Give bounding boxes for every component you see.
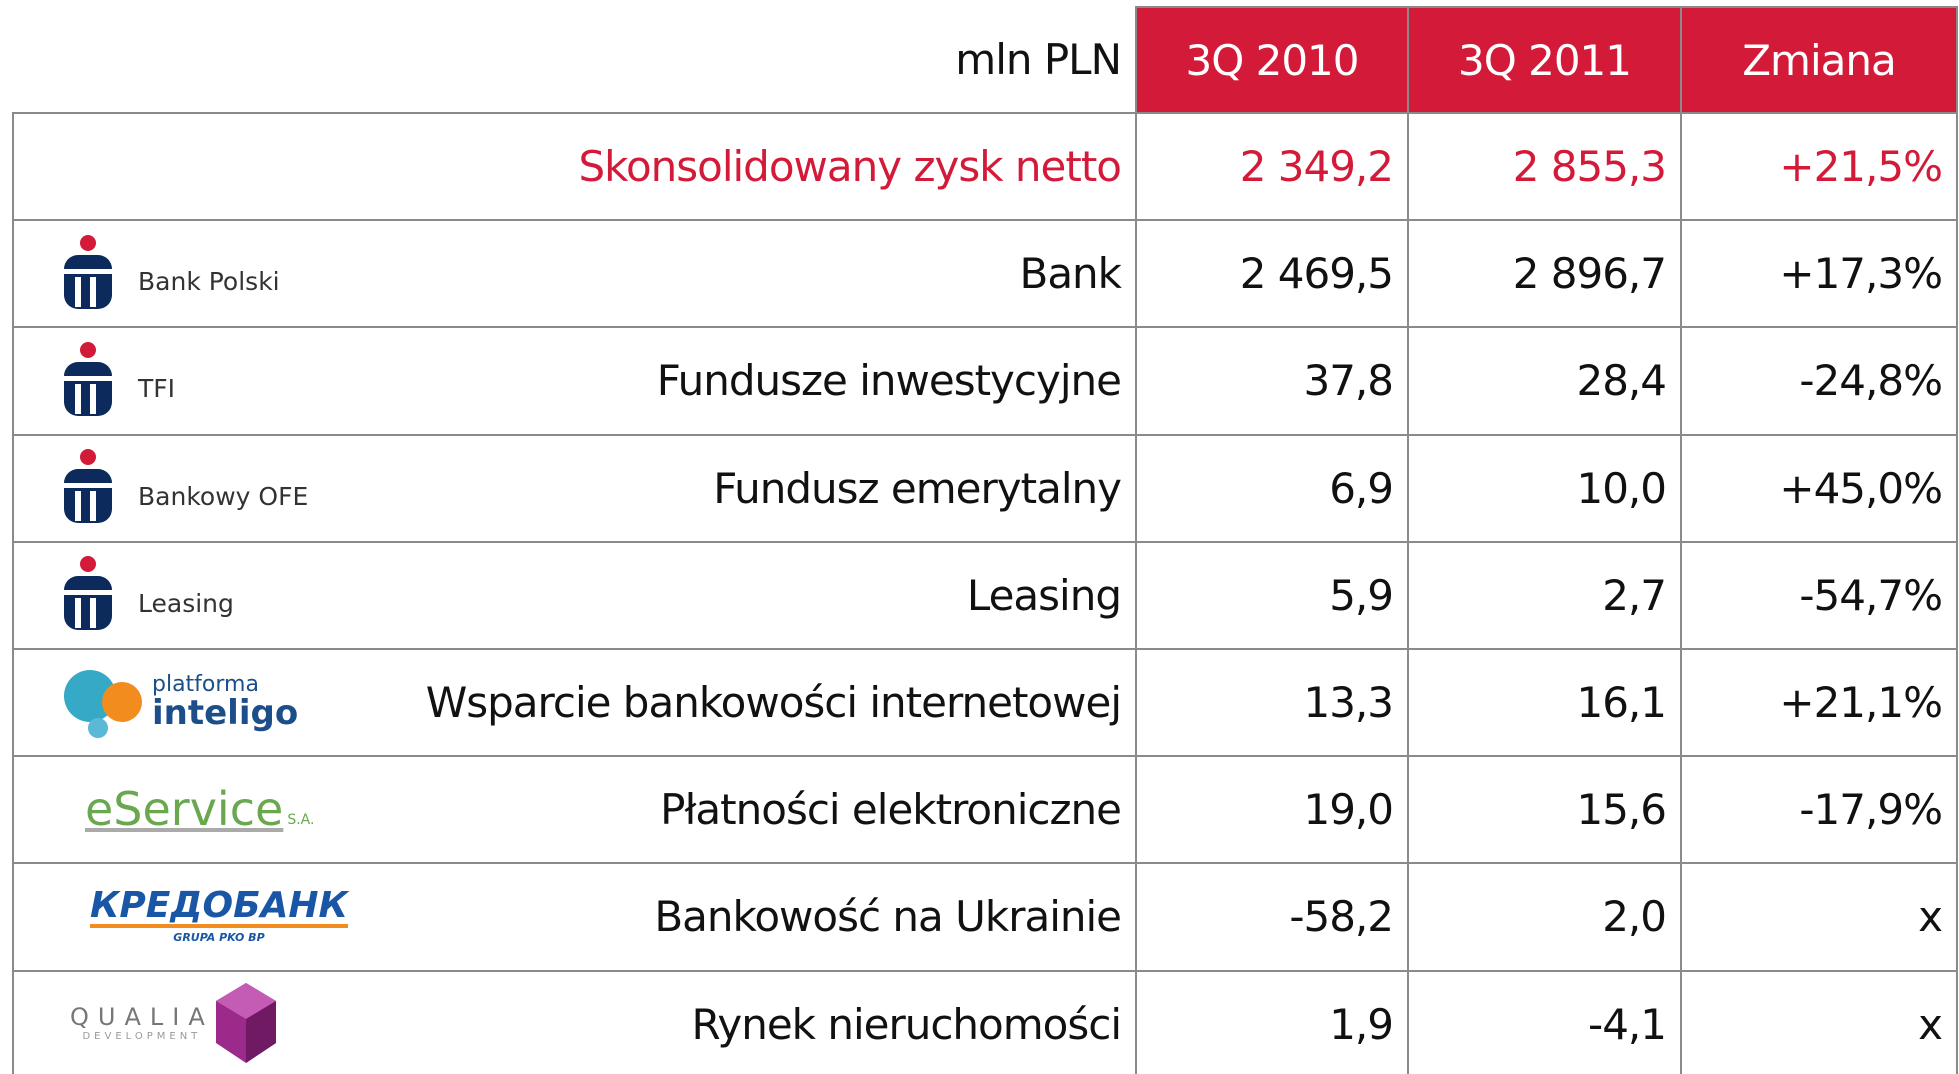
row-value: -54,7% [1680, 540, 1958, 650]
row-value: +21,1% [1680, 648, 1958, 758]
logo-text: eService [85, 781, 284, 836]
row-value: -17,9% [1680, 755, 1958, 865]
logo: TFI [60, 326, 175, 433]
row-value: 1,9 [1135, 969, 1409, 1074]
logo-text: GRUPA PKO BP [173, 931, 265, 945]
total-label: Skonsolidowany zysk netto [12, 112, 1137, 222]
column-header: 3Q 2010 [1135, 6, 1409, 114]
row-value: 2,7 [1407, 540, 1682, 650]
row-label: Rynek nieruchomości [12, 969, 1137, 1074]
logo-text: TFI [138, 374, 176, 404]
row-value: x [1680, 969, 1958, 1074]
row-label: Fundusze inwestycyjne [12, 326, 1137, 436]
unit-label: mln PLN [955, 34, 1122, 84]
row-value: -4,1 [1407, 969, 1682, 1074]
pko-icon [64, 234, 112, 309]
total-value: 2 349,2 [1135, 112, 1409, 222]
logo: КРЕДОБАНК GRUPA PKO BP [90, 862, 348, 969]
logo-words: КРЕДОБАНК GRUPA PKO BP [90, 888, 348, 943]
logo-words: platforma inteligo [152, 671, 299, 733]
logo-text: DEVELOPMENT [82, 1030, 202, 1042]
qualia-icon [215, 983, 276, 1064]
row-value: 13,3 [1135, 648, 1409, 758]
row-label: Fundusz emerytalny [12, 433, 1137, 543]
row-value: 2 469,5 [1135, 219, 1409, 329]
total-value: 2 855,3 [1407, 112, 1682, 222]
logo-text: inteligo [152, 692, 299, 733]
row-value: 2,0 [1407, 862, 1682, 972]
row-value: 5,9 [1135, 540, 1409, 650]
column-header: 3Q 2011 [1407, 6, 1682, 114]
row-value: 10,0 [1407, 433, 1682, 543]
logo: QUALIA DEVELOPMENT [70, 970, 278, 1074]
column-header: Zmiana [1680, 6, 1958, 114]
row-value: x [1680, 862, 1958, 972]
logo-text: platforma [152, 671, 259, 697]
logo-text: Leasing [138, 588, 234, 618]
row-value: 37,8 [1135, 326, 1409, 436]
row-value: +17,3% [1680, 219, 1958, 329]
row-value: 28,4 [1407, 326, 1682, 436]
logo-text: QUALIA [70, 1002, 214, 1031]
logo-words: QUALIA DEVELOPMENT [70, 1005, 214, 1042]
pko-icon [64, 556, 112, 631]
logo-text: S.A. [287, 811, 315, 828]
total-value: +21,5% [1680, 112, 1958, 222]
logo: Bankowy OFE [60, 434, 308, 541]
pko-icon [64, 341, 112, 416]
row-value: 2 896,7 [1407, 219, 1682, 329]
logo-text: Bankowy OFE [138, 481, 309, 511]
row-value: 16,1 [1407, 648, 1682, 758]
row-value: -58,2 [1135, 862, 1409, 972]
row-value: 19,0 [1135, 755, 1409, 865]
logo: Leasing [60, 541, 234, 648]
logo-text: Bank Polski [138, 267, 280, 297]
inteligo-icon [64, 669, 142, 738]
row-value: -24,8% [1680, 326, 1958, 436]
pko-icon [64, 449, 112, 524]
logo: platforma inteligo [60, 648, 298, 755]
logo: Bank Polski [60, 219, 280, 326]
logo-text: КРЕДОБАНК [90, 885, 348, 929]
logo: eService S.A. [85, 755, 314, 862]
row-value: +45,0% [1680, 433, 1958, 543]
row-value: 15,6 [1407, 755, 1682, 865]
row-value: 6,9 [1135, 433, 1409, 543]
